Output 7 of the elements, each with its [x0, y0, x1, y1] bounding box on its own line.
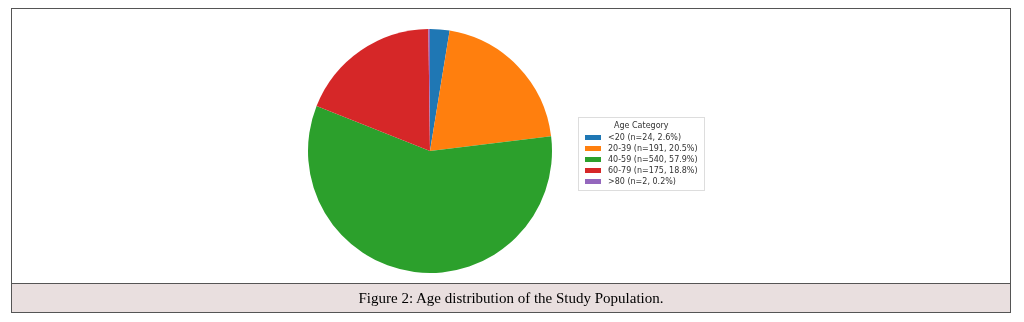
legend-label: 40-59 (n=540, 57.9%) [608, 155, 698, 164]
legend-label: >80 (n=2, 0.2%) [608, 177, 676, 186]
caption: Figure 2: Age distribution of the Study Population. [11, 284, 1011, 313]
legend-label: <20 (n=24, 2.6%) [608, 133, 682, 142]
legend-label: 60-79 (n=175, 18.8%) [608, 166, 698, 175]
legend-title: Age Category [613, 121, 670, 130]
legend-label: 20-39 (n=191, 20.5%) [608, 144, 698, 153]
